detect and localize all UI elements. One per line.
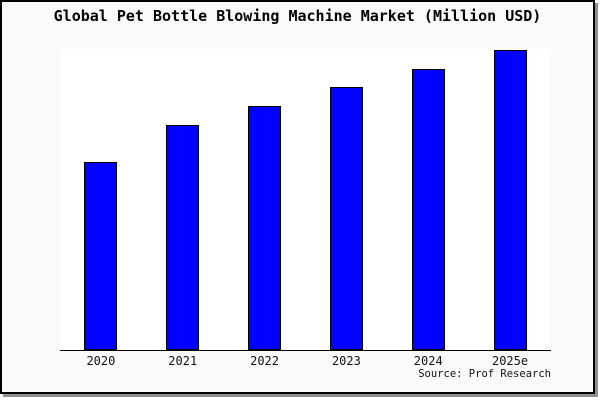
chart-frame: Global Pet Bottle Blowing Machine Market… [0,0,595,394]
x-tick-2025e: 2025e [491,354,529,368]
bar-slot-2025e [469,50,551,350]
x-tick-2022: 2022 [250,354,280,368]
x-tick-2024: 2024 [413,354,443,368]
bars-container [60,49,551,350]
bar-slot-2023 [305,87,387,350]
bar-slot-2022 [224,106,306,350]
x-tick-2021: 2021 [168,354,198,368]
source-note: Source: Prof Research [418,368,551,380]
bar-2020 [84,162,118,350]
plot-area [60,49,551,351]
bar-slot-2024 [387,69,469,350]
x-tick-2023: 2023 [331,354,361,368]
bar-slot-2021 [142,125,224,350]
x-tick-2020: 2020 [86,354,116,368]
bar-2023 [329,87,363,350]
bar-2021 [166,125,200,350]
x-axis-labels: 2020 2021 2022 2023 2024 2025e [60,354,551,368]
chart-title: Global Pet Bottle Blowing Machine Market… [53,7,542,25]
bar-2025e [493,50,527,350]
bar-2024 [411,69,445,350]
bar-2022 [248,106,282,350]
bar-slot-2020 [60,162,142,350]
